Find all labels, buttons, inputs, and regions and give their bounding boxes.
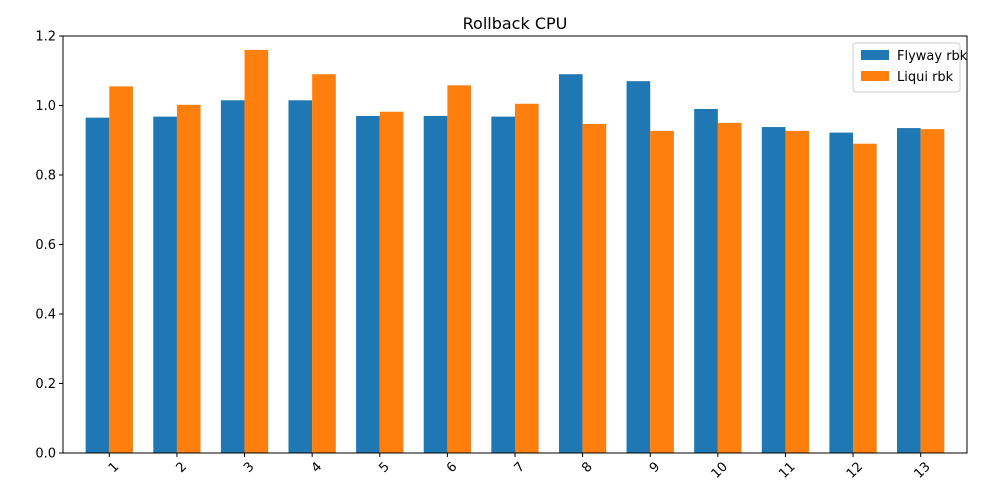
bar-liqui-8 (582, 123, 607, 454)
y-tick-label: 0.6 (35, 238, 56, 253)
y-tick-label: 1.0 (35, 99, 56, 114)
bar-flyway-3 (220, 100, 245, 453)
y-tick-label: 1.2 (35, 30, 56, 45)
bar-liqui-5 (379, 111, 404, 453)
bar-flyway-4 (288, 100, 313, 453)
bar-liqui-6 (447, 85, 472, 453)
bar-liqui-13 (920, 129, 945, 453)
legend-label-liqui: Liqui rbk (897, 70, 954, 85)
y-tick-label: 0.4 (35, 308, 56, 323)
bar-liqui-10 (717, 122, 742, 454)
bar-flyway-2 (153, 116, 177, 454)
legend: Flyway rbk Liqui rbk (852, 42, 968, 93)
bar-flyway-9 (626, 81, 651, 454)
y-tick-label: 0.2 (35, 377, 56, 392)
bar-liqui-7 (515, 103, 539, 453)
legend-swatch-liqui (861, 71, 889, 81)
bar-flyway-10 (694, 108, 718, 453)
bar-flyway-6 (423, 115, 448, 454)
bar-flyway-13 (897, 128, 921, 453)
y-tick-label: 0.8 (35, 169, 56, 184)
bar-flyway-11 (761, 127, 786, 454)
bar-liqui-11 (785, 130, 810, 453)
bar-liqui-9 (650, 130, 674, 453)
bar-flyway-1 (85, 117, 110, 453)
bar-flyway-7 (491, 116, 515, 454)
bar-flyway-5 (356, 115, 380, 454)
bar-flyway-12 (829, 132, 854, 453)
bar-flyway-8 (558, 74, 583, 453)
y-tick-label: 0.0 (35, 447, 56, 462)
legend-swatch-flyway (861, 50, 889, 60)
bar-liqui-12 (853, 143, 877, 453)
bar-liqui-4 (312, 74, 336, 453)
bars-group (85, 49, 945, 454)
bar-liqui-1 (109, 86, 133, 453)
bar-liqui-2 (176, 104, 201, 454)
y-axis: 0.0 0.2 0.4 0.6 0.8 1.0 1.2 (35, 30, 63, 462)
legend-label-flyway: Flyway rbk (897, 49, 968, 64)
x-axis: 1 2 3 4 5 6 7 8 9 10 11 12 13 (106, 453, 934, 482)
bar-liqui-3 (244, 49, 269, 454)
plot-frame (62, 35, 968, 454)
chart-title: Rollback CPU (463, 14, 568, 33)
